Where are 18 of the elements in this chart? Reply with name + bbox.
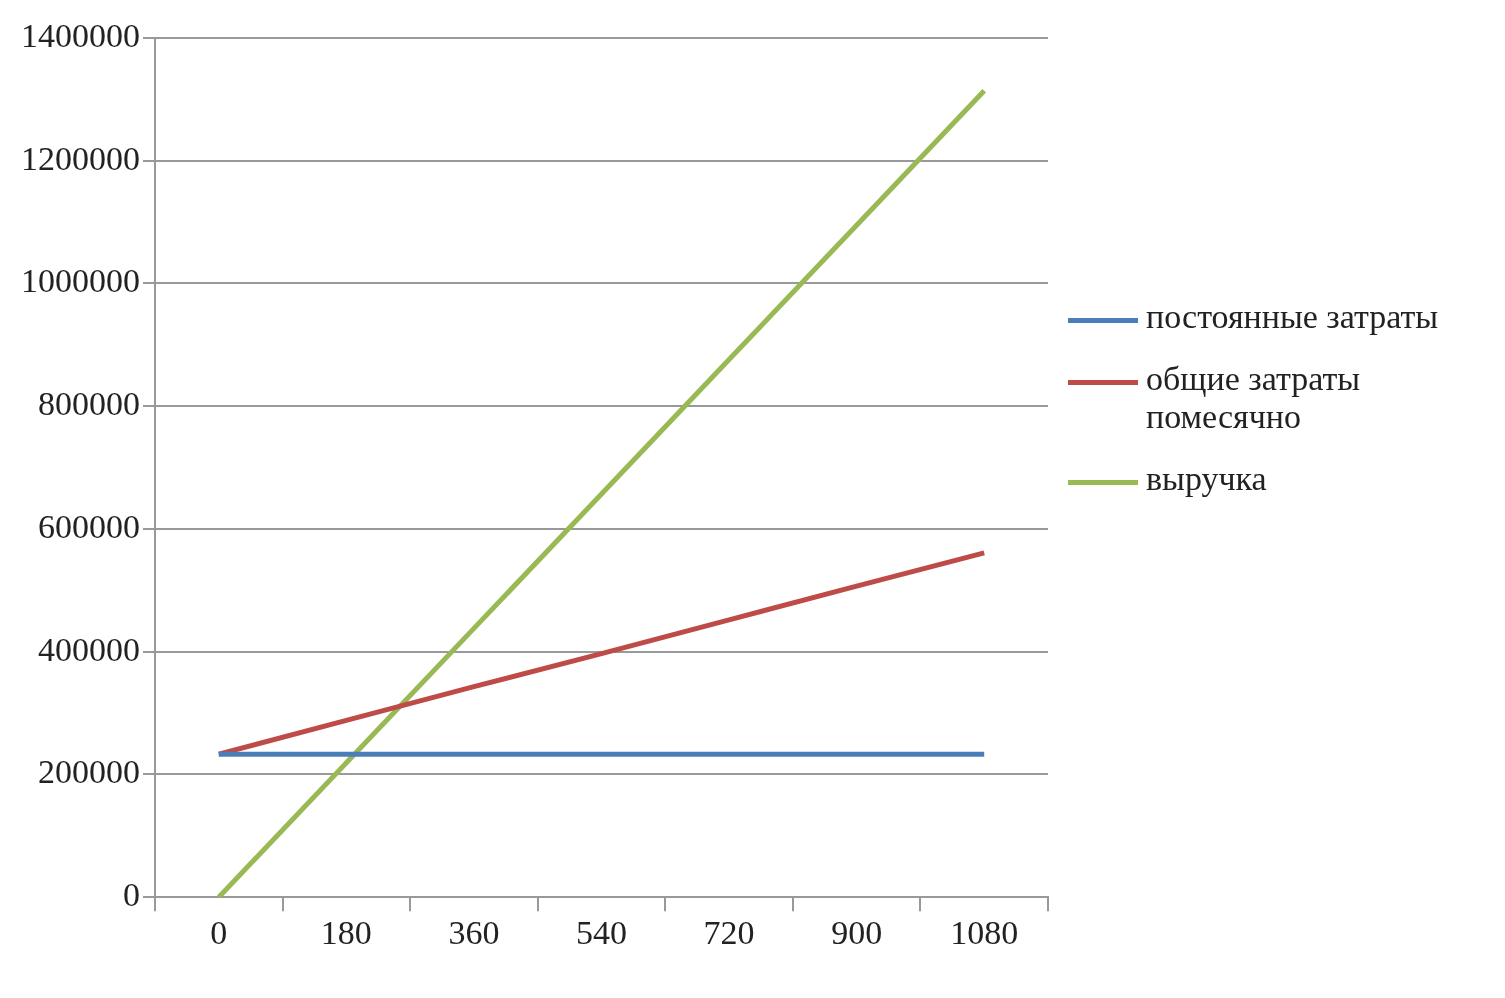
y-tick-label: 400000 [38, 630, 140, 668]
y-tick-label: 800000 [38, 385, 140, 423]
y-tick-label: 1400000 [21, 16, 140, 54]
x-tick-label: 720 [703, 913, 755, 951]
legend-label: общие затраты помесячно [1146, 360, 1362, 436]
y-tick-label: 600000 [38, 507, 140, 545]
legend-label: постоянные затраты [1146, 298, 1440, 336]
x-tick-label: 180 [320, 913, 372, 951]
y-tick-label: 200000 [38, 753, 140, 791]
y-tick-label: 0 [123, 876, 140, 914]
y-tick-label: 1200000 [21, 139, 140, 177]
legend-label: выручка [1146, 460, 1268, 498]
y-tick-label: 1000000 [21, 262, 140, 300]
x-tick-label: 1080 [950, 913, 1019, 951]
x-tick-label: 0 [210, 913, 228, 951]
x-tick-label: 360 [448, 913, 500, 951]
x-tick-label: 540 [576, 913, 627, 951]
x-tick-label: 900 [831, 913, 883, 951]
